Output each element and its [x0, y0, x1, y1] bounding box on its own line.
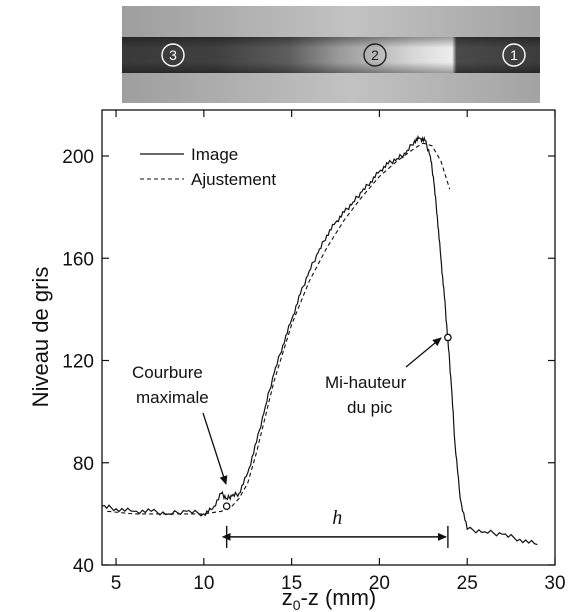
annotation-courbure-arrow	[202, 412, 228, 485]
series-image-line	[101, 134, 538, 546]
x-axis-label-rest: -z (mm)	[301, 585, 377, 610]
plot-frame	[101, 109, 556, 566]
annotation-mi-hauteur-line2: du pic	[347, 398, 393, 417]
series-fit-line	[107, 142, 451, 515]
x-axis-label-subscript: 0	[293, 597, 301, 612]
capillary-image-strip: 3 2 1	[122, 6, 540, 103]
y-tick-label: 40	[73, 556, 94, 577]
y-tick-label: 80	[73, 454, 94, 475]
axis-ticks	[102, 110, 556, 566]
annotation-mi-hauteur-line1: Mi-hauteur	[325, 373, 407, 392]
region-3-label: 3	[169, 47, 177, 63]
axis-tick-labels: 5 10 15 20 25 30 40 80 120 160 200	[62, 147, 565, 594]
point-markers	[222, 333, 452, 511]
annotation-courbure-line2: maximale	[136, 388, 209, 407]
y-tick-label: 160	[62, 249, 94, 270]
x-axis-label-z: z	[282, 585, 293, 610]
x-tick-label: 15	[281, 573, 302, 594]
region-1-marker: 1	[502, 43, 526, 67]
y-tick-label: 200	[62, 147, 94, 168]
region-2-label: 2	[371, 47, 379, 63]
x-tick-label: 10	[193, 573, 214, 594]
region-3-marker: 3	[161, 43, 185, 67]
point-marker	[222, 502, 231, 511]
x-axis-label: z0-z (mm)	[282, 585, 377, 612]
x-tick-label: 5	[111, 573, 122, 594]
h-dimension: h	[221, 507, 449, 548]
x-tick-label: 20	[369, 573, 390, 594]
legend-image-label: Image	[191, 145, 238, 164]
legend-fit-label: Ajustement	[191, 170, 276, 189]
x-tick-label: 30	[544, 573, 565, 594]
legend: Image Ajustement	[140, 145, 276, 189]
annotation-mi-hauteur-arrow	[405, 337, 442, 368]
annotation-courbure-line1: Courbure	[132, 363, 203, 382]
point-marker	[444, 333, 452, 342]
y-tick-label: 120	[62, 352, 94, 373]
h-label: h	[332, 507, 342, 529]
x-tick-label: 25	[457, 573, 478, 594]
region-1-label: 1	[510, 47, 518, 63]
y-axis-label: Niveau de gris	[28, 267, 53, 408]
region-2-marker: 2	[363, 43, 387, 67]
